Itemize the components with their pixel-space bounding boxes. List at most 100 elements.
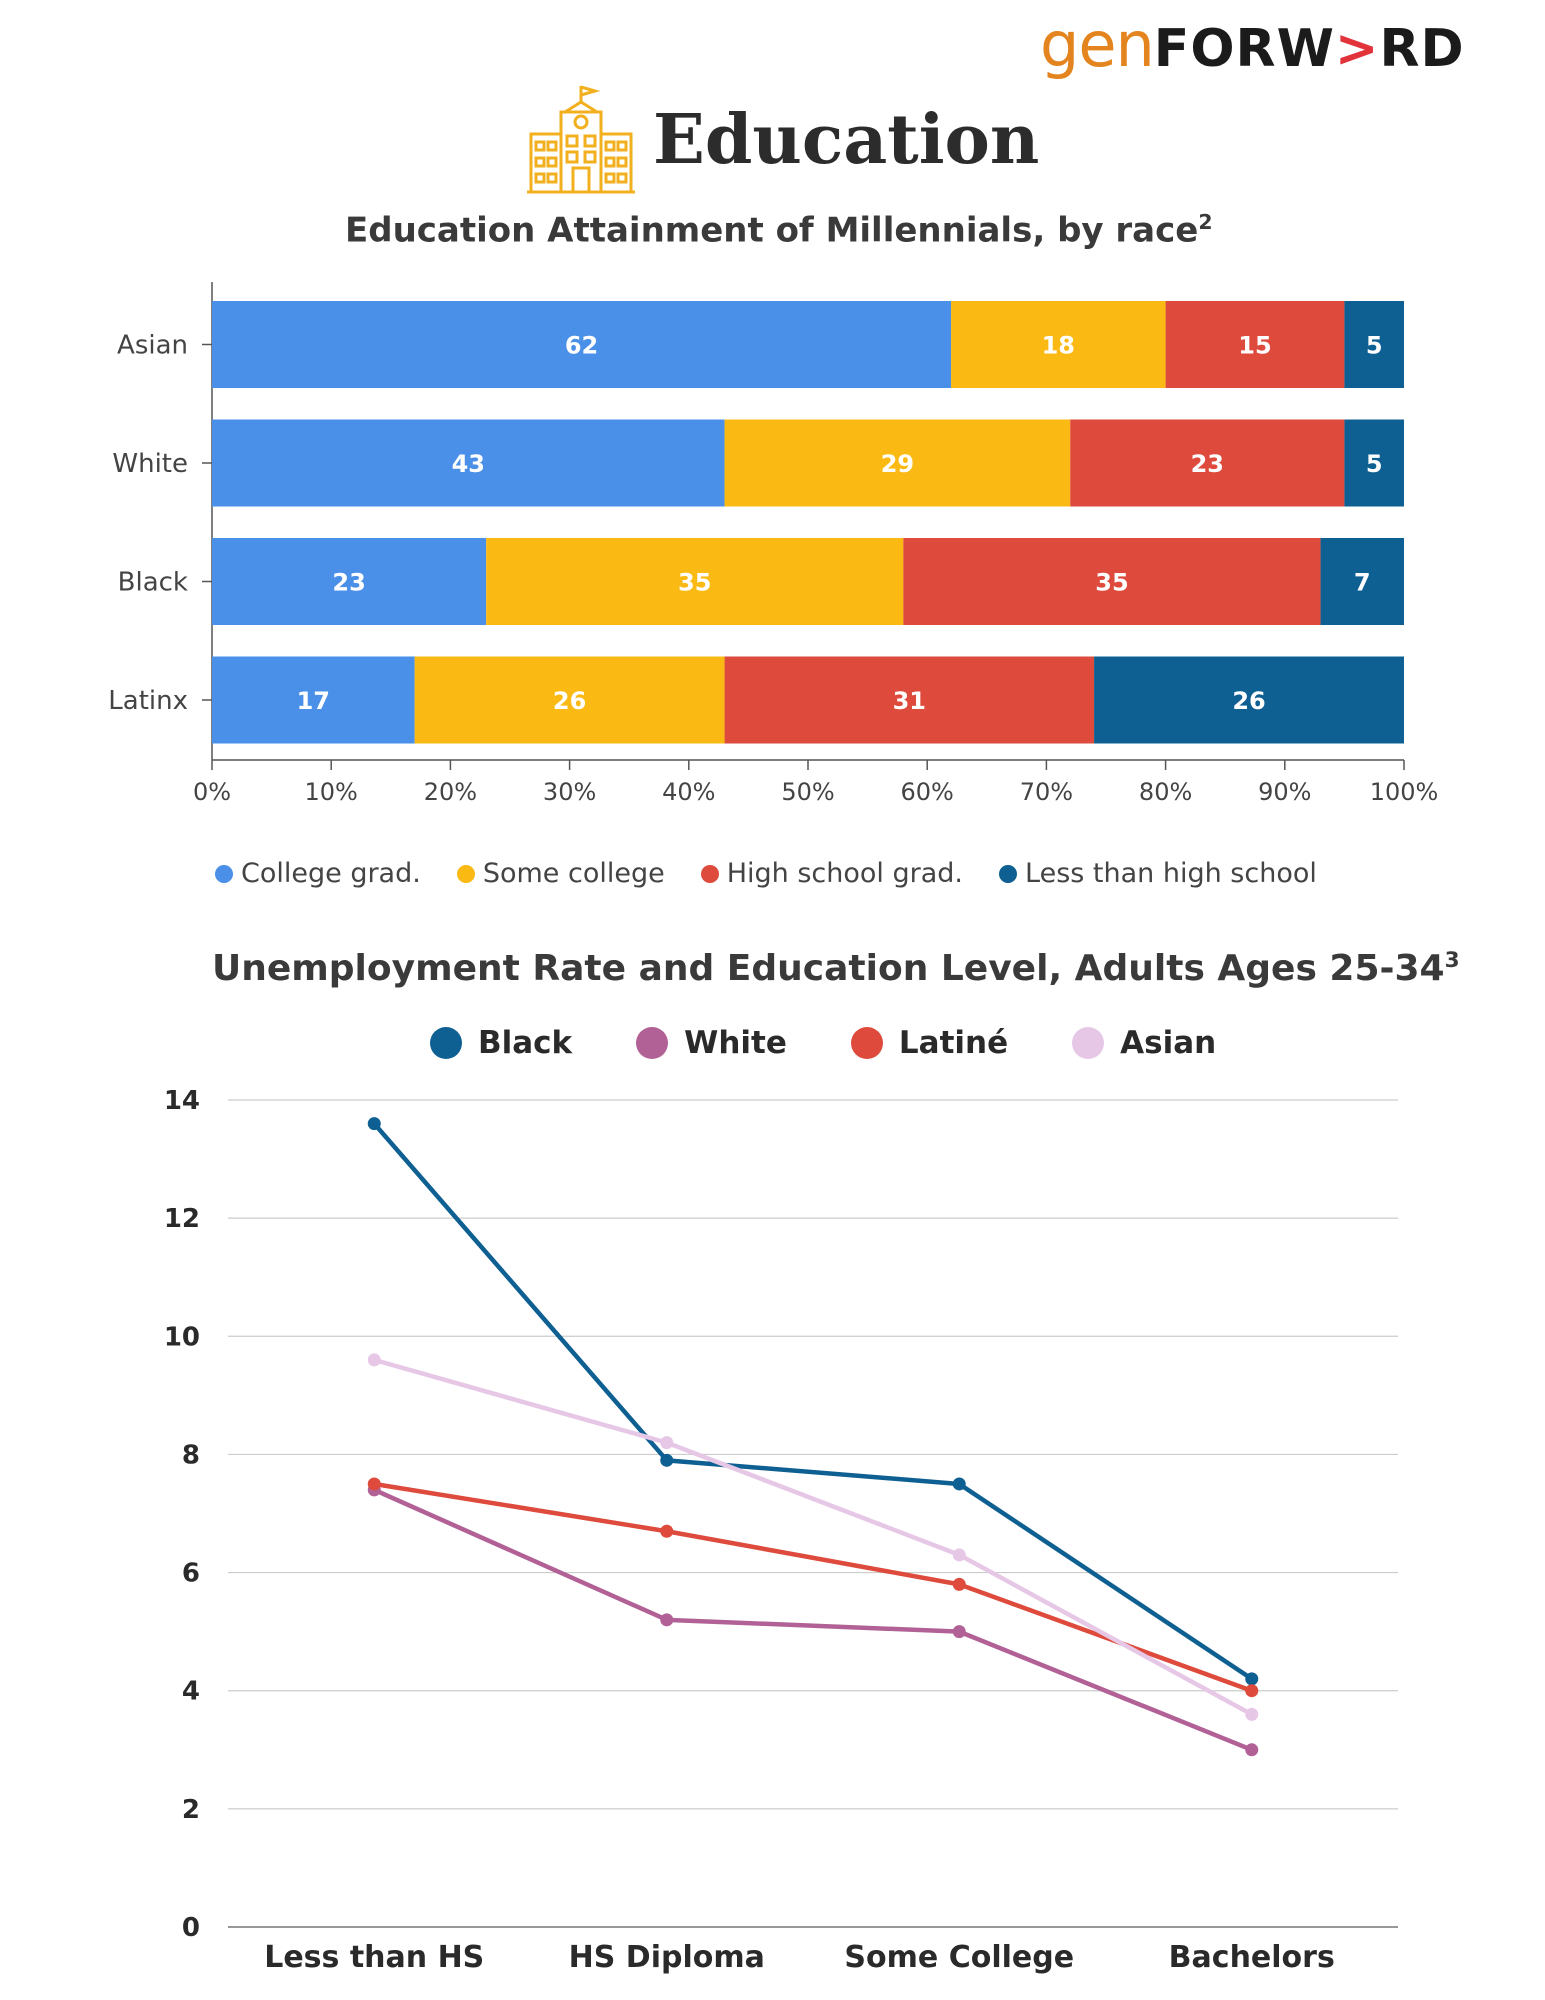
point-asian-bachelors: [1245, 1707, 1259, 1721]
point-latin-some-college: [952, 1577, 966, 1591]
bar-some-college-black: [486, 538, 904, 625]
chart1-title-footnote: 2: [1198, 210, 1213, 234]
series-line-black: [372, 1122, 1253, 1681]
data-label: 29: [881, 450, 914, 478]
y-tick-label: 8: [182, 1440, 200, 1470]
data-label: 7: [1354, 569, 1371, 597]
data-label: 43: [452, 450, 485, 478]
x-tick-label: 80%: [1139, 778, 1192, 806]
legend-label: Latiné: [898, 1025, 1009, 1061]
point-white-some-college: [952, 1625, 966, 1639]
legend-item-latin: Latiné: [850, 1025, 1009, 1061]
x-tick-label: 50%: [781, 778, 834, 806]
chart2-title: Unemployment Rate and Education Level, A…: [212, 948, 1460, 989]
x-tick-label-bachelors: Bachelors: [1169, 1940, 1335, 1975]
legend-label: Asian: [1120, 1025, 1217, 1061]
y-tick-label-latinx: Latinx: [108, 686, 188, 716]
bar-college-grad-white: [212, 419, 725, 507]
legend-item-high-school-grad: High school grad.: [700, 858, 964, 889]
chart1-title: Education Attainment of Millennials, by …: [345, 210, 1213, 250]
legend-item-less-than-high-school: Less than high school: [999, 858, 1317, 889]
point-asian-hs-diploma: [660, 1436, 674, 1450]
data-label: 17: [297, 687, 330, 715]
data-label: 23: [332, 569, 365, 597]
logo-gen-text: gen: [1040, 8, 1155, 81]
legend-item-asian: Asian: [1072, 1025, 1216, 1061]
legend-swatch: [1072, 1027, 1105, 1059]
stacked-bar-chart: Asian 62 18 15 5 White 43 29 23 5 Black 23 35 35 7 Lati…: [108, 282, 1439, 806]
point-latin-bachelors: [1245, 1684, 1259, 1698]
logo-rd: RD: [1379, 19, 1465, 79]
legend-item-college-grad: College grad.: [215, 858, 421, 889]
bar-college-grad-black: [212, 538, 487, 625]
data-label: 5: [1366, 332, 1383, 360]
y-tick-label: 2: [182, 1795, 200, 1825]
bar-less-than-high-school-white: [1344, 419, 1404, 507]
point-black-hs-diploma: [660, 1453, 674, 1467]
series-line-white: [373, 1487, 1253, 1752]
x-tick-label: 10%: [305, 778, 358, 806]
logo-chevron: >: [1334, 19, 1380, 79]
x-tick-label: 30%: [543, 778, 596, 806]
legend-label: College grad.: [241, 858, 421, 889]
page-title: Education: [653, 100, 1040, 180]
chart2-title-text: Unemployment Rate and Education Level, A…: [212, 948, 1445, 989]
x-tick-label-hs-diploma: HS Diploma: [569, 1940, 765, 1975]
legend-label: High school grad.: [726, 858, 964, 889]
y-tick-label: 14: [164, 1086, 200, 1116]
x-tick-label: 100%: [1370, 778, 1439, 806]
legend-swatch: [430, 1027, 462, 1059]
data-label: 5: [1366, 450, 1383, 478]
bar-high-school-grad-white: [1070, 419, 1345, 507]
data-label: 35: [1095, 569, 1128, 597]
data-label: 15: [1238, 332, 1271, 360]
x-tick-label-some-college: Some College: [844, 1940, 1074, 1975]
point-asian-some-college: [952, 1548, 966, 1562]
bar-high-school-grad-black: [903, 538, 1321, 625]
point-latin-hs-diploma: [660, 1524, 674, 1538]
point-white-bachelors: [1245, 1743, 1259, 1757]
bar-less-than-high-school-latinx: [1094, 656, 1404, 744]
data-label: 31: [893, 687, 926, 715]
x-tick-label: 70%: [1020, 778, 1073, 806]
x-tick-label: 90%: [1258, 778, 1311, 806]
point-asian-less-than-hs: [367, 1353, 381, 1367]
page-heading: Education: [525, 85, 1039, 195]
chart2-legend: Black White Latiné Asian: [430, 1025, 1280, 1061]
y-tick-label: 12: [164, 1204, 200, 1234]
school-building-icon: [527, 85, 635, 194]
bar-less-than-high-school-black: [1320, 538, 1404, 625]
chart1-legend: College grad. Some college High school gra…: [215, 858, 1353, 889]
point-black-some-college: [952, 1477, 966, 1491]
y-tick-label-white: White: [112, 449, 188, 479]
legend-label: White: [684, 1025, 787, 1061]
bar-college-grad-latinx: [212, 656, 415, 744]
point-white-hs-diploma: [660, 1613, 674, 1627]
y-tick-label: 4: [182, 1677, 200, 1707]
bar-college-grad-asian: [212, 301, 952, 388]
data-label: 62: [565, 332, 598, 360]
point-black-bachelors: [1245, 1672, 1259, 1686]
bar-some-college-latinx: [414, 656, 725, 744]
legend-swatch: [456, 864, 475, 883]
x-tick-label: 20%: [424, 778, 477, 806]
y-tick-label: 10: [164, 1322, 200, 1352]
x-tick-label-less-than-hs: Less than HS: [264, 1940, 484, 1975]
data-label: 18: [1042, 332, 1075, 360]
bar-some-college-asian: [951, 301, 1166, 388]
legend-swatch: [215, 864, 233, 883]
data-label: 26: [1232, 687, 1265, 715]
bar-some-college-white: [724, 419, 1071, 507]
legend-item-some-college: Some college: [456, 858, 665, 889]
chart2-title-footnote: 3: [1444, 948, 1460, 973]
data-label: 35: [678, 569, 711, 597]
logo-forw: FORW: [1153, 19, 1335, 79]
line-chart: 0 2 4 6 8 10 12 14 Less than HS HS Diploma Some Co…: [164, 1086, 1398, 1975]
legend-item-white: White: [636, 1025, 787, 1061]
y-tick-label-asian: Asian: [117, 331, 188, 361]
y-tick-label: 6: [182, 1559, 200, 1589]
bar-less-than-high-school-asian: [1344, 301, 1404, 388]
bar-high-school-grad-asian: [1165, 301, 1345, 388]
series-line-asian: [373, 1357, 1253, 1717]
legend-label: Less than high school: [1025, 858, 1317, 889]
